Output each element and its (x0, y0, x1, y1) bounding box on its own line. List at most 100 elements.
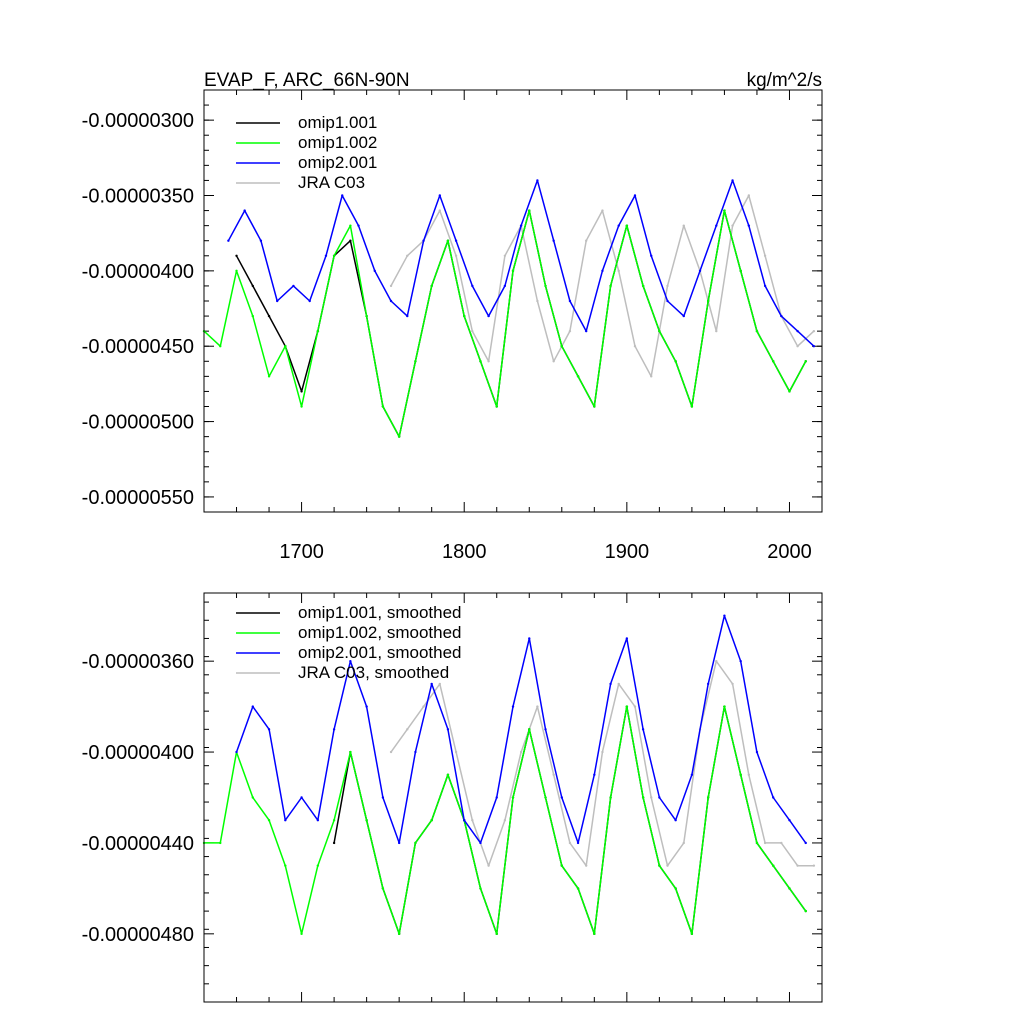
data-point (633, 194, 637, 197)
x-tick-label: 1800 (442, 541, 487, 563)
data-point (763, 254, 767, 257)
data-point (584, 239, 588, 242)
data-point (560, 864, 563, 867)
data-point (332, 819, 336, 822)
data-point (235, 254, 238, 257)
data-point (430, 284, 433, 288)
y-tick-label: -0.00000500 (82, 412, 194, 434)
data-point (536, 299, 539, 303)
y-tick-label: -0.00000550 (82, 487, 194, 509)
data-point (487, 360, 490, 363)
data-point (227, 239, 230, 242)
data-point (292, 284, 295, 288)
data-point (755, 841, 759, 845)
data-point (690, 773, 694, 776)
data-point (235, 750, 238, 754)
data-point (796, 864, 799, 867)
data-point (422, 705, 425, 708)
data-point (723, 614, 726, 617)
plot-frame (203, 592, 823, 1003)
data-point (438, 682, 442, 686)
data-point (609, 796, 612, 799)
x-tick-label: 2000 (767, 541, 812, 563)
data-point (772, 360, 775, 363)
series-line (203, 209, 807, 438)
data-point (495, 796, 498, 799)
data-point (463, 819, 466, 822)
data-point (503, 254, 507, 257)
data-point (219, 345, 222, 348)
series-line (235, 614, 807, 844)
data-point (584, 329, 588, 333)
data-point (682, 224, 685, 227)
data-point (625, 224, 629, 227)
data-point (666, 864, 669, 867)
data-point (788, 390, 791, 393)
data-point (365, 314, 368, 318)
legend-label: JRA C03 (298, 173, 365, 192)
data-point (284, 864, 287, 867)
data-point (674, 887, 677, 890)
y-tick-label: -0.00000480 (82, 924, 194, 946)
data-point (430, 819, 433, 822)
data-point (495, 405, 498, 408)
data-point (397, 435, 401, 438)
data-point (454, 750, 458, 754)
y-tick-label: -0.00000400 (82, 261, 194, 283)
data-point (731, 224, 734, 227)
data-point (739, 659, 742, 663)
data-point (617, 682, 620, 686)
data-point (796, 329, 799, 333)
data-point (316, 864, 320, 867)
data-point (552, 773, 555, 776)
data-point (560, 345, 563, 348)
data-point (796, 345, 799, 348)
data-point (471, 819, 474, 822)
data-point (706, 796, 710, 799)
chart-units: kg/m^2/s (747, 70, 822, 91)
data-point (568, 841, 572, 845)
data-point (267, 375, 271, 378)
data-point (406, 314, 409, 318)
data-point (275, 299, 279, 303)
data-point (341, 194, 344, 197)
data-point (519, 750, 523, 754)
data-point (723, 209, 726, 212)
series-lines (202, 179, 816, 438)
data-point (479, 887, 482, 890)
data-point (414, 750, 417, 754)
data-point (349, 224, 352, 227)
data-point (731, 179, 734, 182)
data-point (300, 405, 303, 408)
data-point (674, 360, 677, 363)
data-point (349, 239, 352, 242)
data-point (739, 773, 742, 776)
data-point (617, 269, 620, 273)
data-point (544, 728, 547, 731)
data-point (576, 375, 580, 378)
data-point (658, 864, 661, 867)
data-point (625, 637, 629, 640)
data-point (397, 841, 401, 845)
data-point (625, 705, 629, 708)
data-point (780, 314, 783, 318)
y-axis-labels: -0.00000300 -0.00000350 -0.00000400 -0.0000… (82, 110, 194, 509)
data-point (503, 284, 507, 288)
data-point (454, 254, 458, 257)
data-point (389, 284, 393, 288)
data-point (479, 841, 482, 845)
data-point (487, 864, 490, 867)
data-point (300, 796, 303, 799)
data-point (593, 773, 596, 776)
data-point (267, 314, 271, 318)
data-point (763, 841, 767, 845)
data-point (658, 329, 661, 333)
data-point (544, 796, 547, 799)
data-point (316, 819, 320, 822)
data-point (259, 239, 263, 242)
data-point (251, 314, 254, 318)
data-point (430, 682, 433, 686)
data-point (284, 819, 287, 822)
